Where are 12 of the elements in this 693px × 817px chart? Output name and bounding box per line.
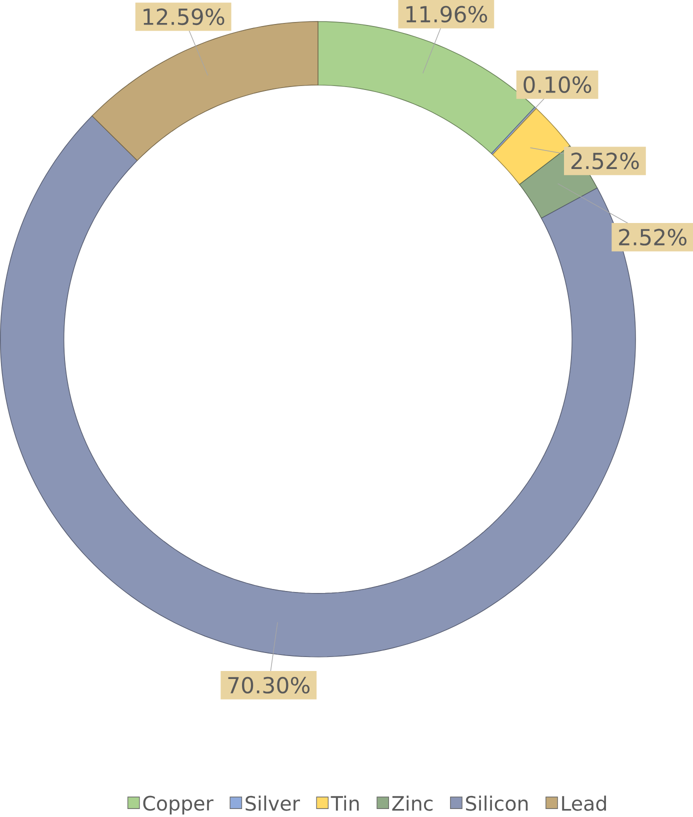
legend-label: Copper — [143, 796, 214, 815]
data-label: 11.96% — [406, 6, 487, 23]
legend-label: Zinc — [392, 796, 432, 811]
data-label: 2.52% — [618, 228, 686, 246]
data-label: 0.10% — [523, 76, 591, 94]
legend-label: Tin — [330, 796, 358, 811]
legend-label: Silver — [245, 796, 300, 811]
data-label: 2.52% — [571, 152, 639, 170]
legend-label: Lead — [562, 796, 606, 811]
data-label: 12.59% — [143, 8, 224, 26]
legend-label: Silicon — [466, 796, 528, 811]
data-label: 70.30% — [228, 676, 310, 694]
